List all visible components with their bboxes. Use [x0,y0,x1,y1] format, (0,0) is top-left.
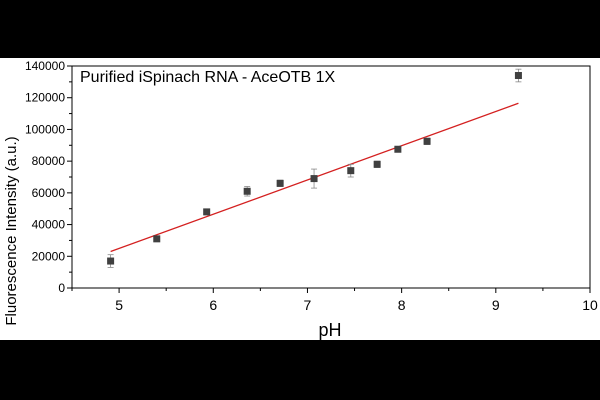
x-axis-title: pH [318,320,341,340]
chart-title: Purified iSpinach RNA - AceOTB 1X [80,69,336,86]
point-marker [423,137,431,145]
data-point [373,160,381,168]
y-tick-label: 80000 [32,154,66,168]
y-axis: 0 20000 40000 60000 80000 100000 120000 140000 [25,59,72,295]
data-point [243,186,251,197]
data-point [153,235,161,243]
point-marker [276,179,284,187]
chart-panel: 0 20000 40000 60000 80000 100000 120000 140000 … [0,58,600,340]
y-tick-label: 100000 [25,122,65,136]
x-tick-label: 7 [304,297,312,313]
point-marker [203,208,211,216]
y-tick-label: 60000 [32,186,66,200]
y-tick-label: 120000 [25,91,65,105]
x-tick-label: 6 [209,297,217,313]
point-marker [107,257,115,265]
data-point [347,163,355,178]
y-tick-label: 40000 [32,218,66,232]
data-point [394,145,402,153]
point-marker [373,160,381,168]
data-points [107,68,522,268]
point-marker [153,235,161,243]
plot-frame [71,65,591,289]
point-marker [514,72,522,80]
data-point [203,208,211,216]
data-point [107,254,115,268]
x-tick-label: 10 [582,297,598,313]
data-point [276,179,284,187]
x-tick-label: 5 [115,297,123,313]
point-marker [347,167,355,175]
x-tick-label: 9 [492,297,500,313]
point-marker [310,175,318,183]
y-tick-label: 140000 [25,59,65,73]
x-axis: 5 6 7 8 9 10 [71,288,598,313]
y-tick-label: 0 [58,281,65,295]
point-marker [243,187,251,195]
y-axis-title: Fluorescence Intensity (a.u.) [3,136,20,325]
chart: 020000400006000080000100000120000140000 … [3,59,598,340]
y-tick-label: 20000 [32,249,66,263]
plot-border [71,65,591,289]
point-marker [394,145,402,153]
data-point [423,137,431,145]
x-tick-label: 8 [398,297,406,313]
data-point [514,68,522,83]
data-point [310,168,318,189]
